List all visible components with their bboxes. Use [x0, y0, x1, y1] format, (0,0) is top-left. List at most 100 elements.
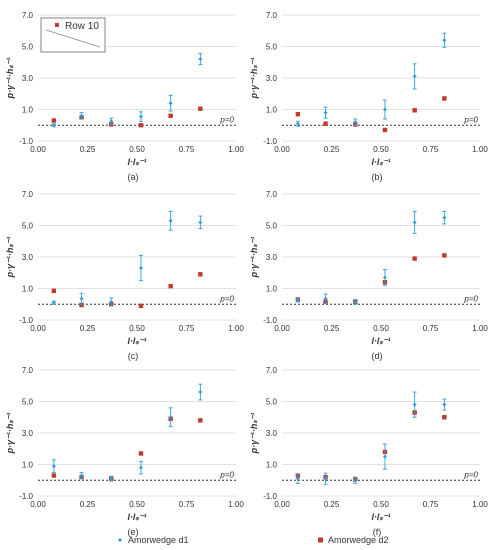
marker-d1: [323, 296, 328, 301]
y-tick-label: -1.0: [263, 137, 277, 146]
marker-d1: [168, 101, 173, 106]
y-tick-label: -1.0: [263, 492, 277, 501]
y-tick-label: 3.0: [22, 253, 34, 262]
marker-d1: [323, 110, 328, 115]
y-tick-label: 5.0: [266, 398, 278, 407]
y-tick-label: -1.0: [263, 316, 277, 325]
marker-d1: [295, 121, 300, 126]
marker-d1: [295, 298, 300, 303]
marker-d1: [353, 120, 358, 125]
marker-d1: [442, 38, 447, 43]
x-tick-label: 0.75: [179, 145, 195, 154]
reference-label: p=0: [463, 115, 478, 124]
marker-d1: [51, 123, 56, 128]
y-tick-label: 3.0: [266, 253, 278, 262]
marker-d2: [323, 121, 328, 126]
x-tick-label: 0.50: [373, 500, 389, 509]
y-tick-label: 3.0: [266, 429, 278, 438]
y-tick-label: 7.0: [22, 190, 34, 199]
y-tick-label: 5.0: [22, 398, 34, 407]
y-tick-label: 7.0: [266, 366, 278, 375]
x-tick-label: 1.00: [228, 145, 244, 154]
y-tick-label: 7.0: [266, 190, 278, 199]
y-tick-label: 5.0: [266, 222, 278, 231]
marker-d1: [295, 476, 300, 481]
marker-d2: [295, 112, 301, 117]
y-tick-label: 7.0: [22, 366, 34, 375]
reference-label: p=0: [463, 294, 478, 303]
legend-marker-d2: [318, 537, 323, 543]
x-axis-label: l·lₛ⁻¹: [127, 512, 146, 522]
x-tick-label: 0.25: [324, 324, 340, 333]
x-tick-label: 0.25: [324, 145, 340, 154]
x-tick-label: 0.25: [80, 145, 96, 154]
panel-label: (c): [128, 351, 139, 361]
chart-panel: -1.0 1.0 3.0 5.0 7.0 0.00 0.25 0.50 0.75 1.00 p=0 l…: [249, 190, 488, 361]
y-tick-label: 1.0: [22, 461, 34, 470]
chart-panel: -1.0 1.0 3.0 5.0 7.0 0.00 0.25 0.50 0.75 1.00 p=0 l…: [5, 11, 244, 182]
x-tick-label: 0.50: [373, 324, 389, 333]
y-tick-label: 5.0: [22, 222, 34, 231]
marker-d1: [198, 220, 203, 225]
marker-d1: [109, 119, 114, 124]
x-tick-label: 1.00: [472, 324, 488, 333]
x-tick-label: 0.50: [129, 145, 145, 154]
y-tick-label: 3.0: [22, 74, 34, 83]
marker-d2: [138, 123, 144, 128]
x-tick-label: 0.25: [80, 500, 96, 509]
row-inset-label: Row 10: [65, 21, 99, 32]
y-axis-label: p·γ⁻¹·hₛ⁻¹: [5, 237, 15, 279]
row-inset-marker: [55, 23, 59, 27]
marker-d1: [198, 57, 203, 62]
row-inset-box: [40, 17, 106, 53]
panel-label: (f): [373, 527, 382, 537]
marker-d1: [442, 215, 447, 220]
x-tick-label: 0.00: [274, 324, 290, 333]
marker-d1: [109, 476, 114, 481]
y-tick-label: -1.0: [19, 137, 33, 146]
x-tick-label: 0.75: [179, 500, 195, 509]
y-tick-label: 3.0: [266, 74, 278, 83]
marker-d1: [138, 114, 143, 119]
y-tick-label: 7.0: [22, 11, 34, 20]
row-inset: Row 10: [40, 17, 106, 53]
marker-d1: [382, 454, 387, 459]
chart-panel: -1.0 1.0 3.0 5.0 7.0 0.00 0.25 0.50 0.75 1.00 p=0 l…: [249, 366, 488, 537]
marker-d2: [198, 272, 203, 277]
marker-d1: [138, 266, 143, 271]
y-axis-label: p·γ⁻¹·hₛ⁻¹: [5, 413, 15, 455]
x-axis-label: l·lₛ⁻¹: [371, 336, 390, 346]
y-tick-label: 1.0: [266, 106, 278, 115]
chart-panel: -1.0 1.0 3.0 5.0 7.0 0.00 0.25 0.50 0.75 1.00 p=0 l…: [5, 366, 244, 537]
panel-label: (a): [128, 172, 139, 182]
y-tick-label: -1.0: [19, 492, 33, 501]
marker-d2: [51, 288, 57, 294]
marker-d1: [412, 402, 417, 407]
y-tick-label: 1.0: [266, 461, 278, 470]
marker-d1: [51, 300, 56, 305]
x-tick-label: 0.25: [324, 500, 340, 509]
marker-d1: [353, 299, 358, 304]
x-tick-label: 0.00: [274, 500, 290, 509]
y-tick-label: 1.0: [22, 285, 34, 294]
marker-d2: [412, 256, 417, 261]
marker-d1: [79, 473, 84, 478]
x-axis-label: l·lₛ⁻¹: [371, 157, 390, 167]
marker-d2: [442, 96, 447, 101]
y-axis-label: p·γ⁻¹·hₛ⁻¹: [249, 413, 259, 455]
marker-d1: [79, 296, 84, 301]
marker-d2: [168, 113, 173, 118]
x-tick-label: 0.50: [129, 324, 145, 333]
marker-d1: [138, 465, 143, 470]
y-tick-label: 1.0: [266, 285, 278, 294]
marker-d2: [198, 106, 203, 111]
x-tick-label: 0.00: [274, 145, 290, 154]
x-tick-label: 0.75: [423, 500, 439, 509]
marker-d1: [323, 476, 328, 481]
x-tick-label: 0.75: [423, 324, 439, 333]
x-tick-label: 1.00: [228, 324, 244, 333]
y-tick-label: 7.0: [266, 11, 278, 20]
marker-d2: [51, 473, 57, 478]
marker-d1: [412, 74, 417, 79]
